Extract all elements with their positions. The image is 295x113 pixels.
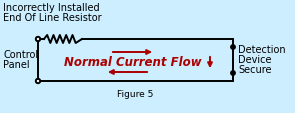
Text: Panel: Panel [3, 59, 30, 69]
Text: Secure: Secure [238, 64, 271, 74]
Text: Incorrectly Installed: Incorrectly Installed [3, 3, 100, 13]
Text: Normal Current Flow: Normal Current Flow [64, 56, 202, 69]
Text: Detection: Detection [238, 45, 286, 54]
Text: End Of Line Resistor: End Of Line Resistor [3, 13, 101, 23]
Circle shape [36, 38, 40, 42]
Text: Figure 5: Figure 5 [117, 89, 153, 98]
Circle shape [231, 71, 235, 75]
Text: Control: Control [3, 50, 38, 59]
Text: Device: Device [238, 54, 271, 64]
Circle shape [36, 79, 40, 84]
Circle shape [231, 45, 235, 50]
